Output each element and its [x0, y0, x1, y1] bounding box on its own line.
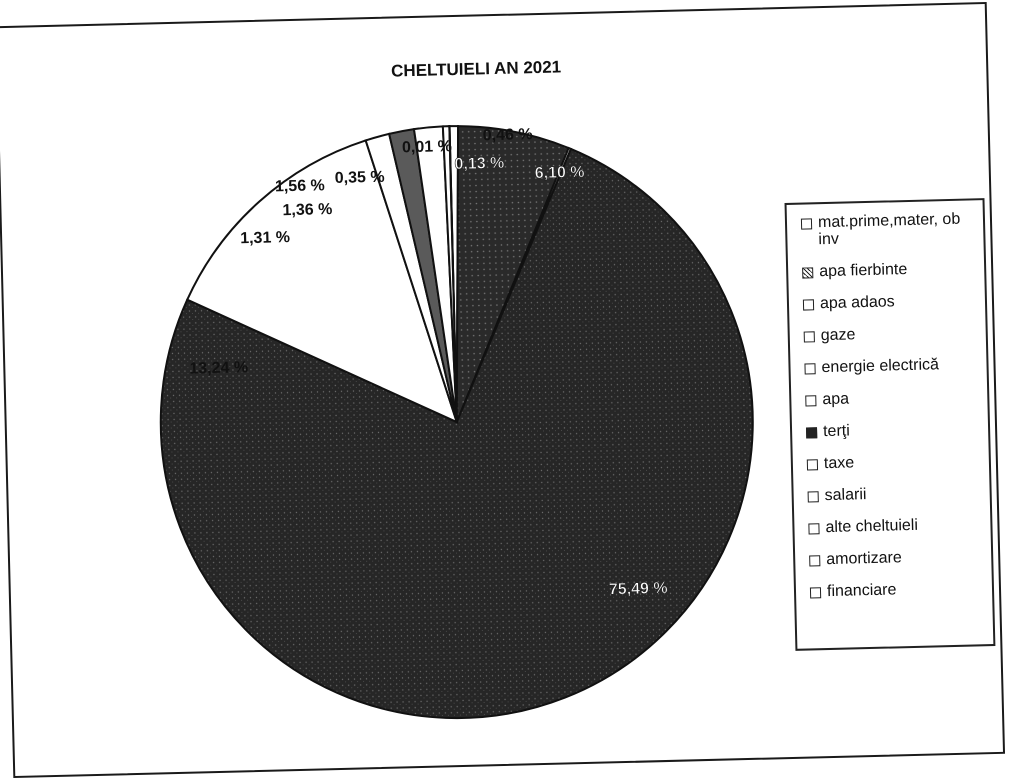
- legend-item: taxe: [806, 451, 989, 473]
- legend-swatch: [808, 523, 820, 535]
- legend-swatch: [809, 587, 822, 599]
- legend-swatch: [802, 299, 815, 311]
- legend-item: gaze: [803, 323, 986, 345]
- slice-label: 6,10 %: [535, 164, 585, 182]
- legend-label: apa fierbinte: [818, 261, 908, 281]
- legend-swatch: [807, 491, 819, 503]
- legend-item: salarii: [807, 483, 989, 504]
- pie-slice-alte-cheltuieli: [448, 125, 458, 423]
- legend-swatch: [806, 459, 819, 471]
- slice-label: 1,31 %: [240, 229, 290, 247]
- legend-swatch: [803, 331, 815, 343]
- legend-item: alte cheltuieli: [808, 515, 990, 536]
- slice-label: 0,35 %: [335, 169, 385, 187]
- legend-swatch: [805, 395, 817, 407]
- slice-label: 0,01 %: [402, 138, 452, 156]
- slice-label: 1,36 %: [282, 201, 332, 219]
- legend-label: terţi: [822, 422, 850, 441]
- legend-label: gaze: [820, 326, 856, 345]
- slice-label: 75,49 %: [609, 580, 668, 598]
- legend-swatch: [806, 427, 818, 439]
- legend-item: terţi: [806, 419, 988, 440]
- slice-label: 1,56 %: [275, 177, 325, 195]
- legend-item: amortizare: [809, 547, 991, 568]
- legend-swatch: [804, 363, 816, 375]
- slice-label: 0,13 %: [454, 155, 504, 173]
- legend-item: mat.prime,mater, ob inv: [800, 210, 984, 249]
- legend-label: energie electrică: [821, 356, 940, 377]
- legend-label: financiare: [826, 581, 897, 601]
- legend-swatch: [809, 555, 821, 567]
- legend-label: apa adaos: [819, 293, 895, 313]
- legend-swatch: [802, 267, 814, 279]
- pie-slice-gaze: [159, 147, 754, 720]
- legend-label: alte cheltuieli: [825, 516, 919, 537]
- legend-item: apa adaos: [802, 291, 985, 313]
- legend-label: amortizare: [826, 549, 903, 569]
- legend-item: energie electrică: [804, 355, 986, 376]
- legend-label: mat.prime,mater, ob inv: [817, 210, 961, 249]
- slice-label: 0,46 %: [483, 126, 533, 144]
- legend-label: apa: [822, 390, 850, 409]
- legend-label: salarii: [824, 486, 867, 505]
- legend-item: financiare: [809, 579, 992, 601]
- legend-item: apa fierbinte: [802, 259, 984, 280]
- slice-label: 13,24 %: [189, 359, 248, 377]
- legend-item: apa: [805, 387, 987, 408]
- chart-legend: mat.prime,mater, ob inv apa fierbinte apa …: [784, 198, 996, 651]
- legend-swatch: [800, 218, 813, 230]
- pie-slice-energie-electric-: [185, 139, 459, 424]
- legend-label: taxe: [823, 454, 855, 473]
